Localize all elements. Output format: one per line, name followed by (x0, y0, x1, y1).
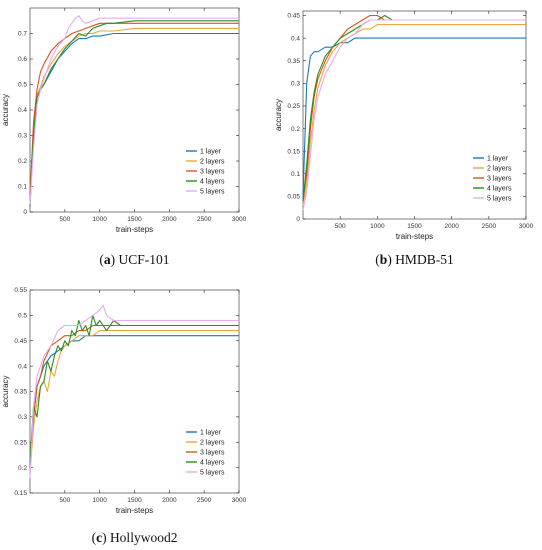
y-tick-label: 0 (296, 216, 300, 223)
y-tick-label: 0.1 (18, 184, 27, 191)
y-tick-label: 0.35 (14, 389, 27, 396)
y-tick-label: 0.2 (18, 465, 27, 472)
x-tick-label: 1000 (370, 223, 385, 230)
panel-caption: (c) Hollywood2 (92, 530, 178, 545)
legend-entry: 4 layers (487, 185, 512, 192)
chart-panel-c: 0.15 0.2 0.25 0.3 0.35 0.4 0.45 0.5 0.55 500 1000 1… (1, 287, 247, 545)
y-tick-label: 0.25 (14, 439, 27, 446)
y-tick-label: 0.2 (291, 126, 300, 133)
x-tick-label: 500 (59, 497, 70, 504)
x-tick-label: 2000 (162, 497, 177, 504)
caption-open-paren: ( (92, 530, 97, 545)
y-tick-label: 0.05 (287, 194, 300, 201)
x-tick-label: 3000 (519, 223, 534, 230)
y-axis-label: accuracy (1, 375, 10, 407)
x-tick-label: 2000 (162, 216, 177, 223)
caption-letter: a (104, 252, 111, 267)
y-tick-label: 0.2 (18, 158, 27, 165)
legend-entry: 2 layers (487, 165, 512, 172)
x-tick-label: 1500 (407, 223, 422, 230)
legend-entry: 2 layers (200, 439, 225, 446)
legend-entry: 5 layers (200, 188, 225, 195)
y-tick-label: 0.5 (18, 313, 27, 320)
legend-entry: 5 layers (200, 469, 225, 476)
panel-caption: (b) HMDB-51 (375, 252, 453, 267)
x-tick-label: 1000 (92, 216, 107, 223)
caption-text: HMDB-51 (395, 252, 454, 267)
legend-entry: 4 layers (200, 459, 225, 466)
y-tick-label: 0.3 (291, 81, 300, 88)
y-axis-label: accuracy (274, 99, 283, 131)
x-tick-label: 2500 (197, 497, 212, 504)
chart-panel-a: 0 0.1 0.2 0.3 0.4 0.5 0.6 0.7 500 1000 1500 2000 250… (1, 7, 247, 267)
legend-entry: 3 layers (487, 175, 512, 182)
y-tick-label: 0.1 (291, 171, 300, 178)
series-line-5 (29, 15, 239, 205)
caption-open-paren: ( (375, 252, 380, 267)
y-tick-label: 0.4 (18, 363, 27, 370)
series-line-4 (29, 314, 239, 463)
x-tick-label: 3000 (232, 216, 247, 223)
y-tick-label: 0.15 (287, 148, 300, 155)
y-axis-label: accuracy (1, 94, 10, 126)
series-line-3 (29, 22, 239, 197)
caption-text: UCF-101 (119, 252, 170, 267)
y-tick-label: 0.5 (18, 82, 27, 89)
caption-close-paren: ) (111, 252, 119, 267)
x-axis-label: train-steps (116, 225, 153, 234)
x-axis-label: train-steps (396, 232, 433, 241)
caption-close-paren: ) (387, 252, 395, 267)
y-tick-label: 0.25 (287, 103, 300, 110)
caption-letter: b (380, 252, 388, 267)
y-tick-label: 0.35 (287, 58, 300, 65)
y-tick-label: 0.55 (14, 287, 27, 294)
panel-caption: (a) UCF-101 (99, 252, 169, 267)
legend-entry: 3 layers (200, 168, 225, 175)
legend-entry: 1 layer (200, 148, 222, 155)
caption-text: Hollywood2 (110, 530, 178, 545)
y-tick-label: 0.7 (18, 31, 27, 38)
x-tick-label: 1500 (127, 216, 142, 223)
legend: 1 layer 2 layers 3 layers 4 layers 5 layers (182, 143, 234, 201)
x-tick-label: 2000 (444, 223, 459, 230)
series-line-1 (302, 37, 526, 197)
legend-entry: 5 layers (487, 195, 512, 202)
y-tick-label: 0.4 (18, 107, 27, 114)
legend-entry: 4 layers (200, 178, 225, 185)
caption-close-paren: ) (102, 530, 110, 545)
y-tick-label: 0 (23, 209, 27, 216)
caption-letter: c (96, 530, 102, 545)
x-tick-label: 500 (335, 223, 346, 230)
legend-entry: 1 layer (487, 155, 509, 162)
y-tick-label: 0.45 (14, 338, 27, 345)
chart-panel-b: 0 0.05 0.1 0.15 0.2 0.25 0.3 0.35 0.4 0.45 500 1000… (274, 10, 534, 267)
x-axis-label: train-steps (116, 506, 153, 515)
legend: 1 layer 2 layers 3 layers 4 layers 5 layers (182, 424, 234, 482)
series-line-5 (29, 304, 239, 478)
series-line-2 (29, 27, 239, 202)
legend-entry: 2 layers (200, 158, 225, 165)
y-tick-label: 0.6 (18, 56, 27, 63)
y-tick-label: 0.4 (291, 35, 300, 42)
legend: 1 layer 2 layers 3 layers 4 layers 5 layers (469, 150, 521, 208)
legend-entry: 1 layer (200, 429, 222, 436)
x-tick-label: 1500 (127, 497, 142, 504)
y-tick-label: 0.3 (18, 414, 27, 421)
legend-entry: 3 layers (200, 449, 225, 456)
x-tick-label: 500 (59, 216, 70, 223)
y-tick-label: 0.3 (18, 133, 27, 140)
caption-open-paren: ( (99, 252, 104, 267)
x-tick-label: 2500 (197, 216, 212, 223)
x-tick-label: 2500 (482, 223, 497, 230)
x-tick-label: 3000 (232, 497, 247, 504)
y-tick-label: 0.15 (14, 490, 27, 497)
x-tick-label: 1000 (92, 497, 107, 504)
y-tick-label: 0.45 (287, 13, 300, 20)
series-line-5 (302, 19, 526, 211)
